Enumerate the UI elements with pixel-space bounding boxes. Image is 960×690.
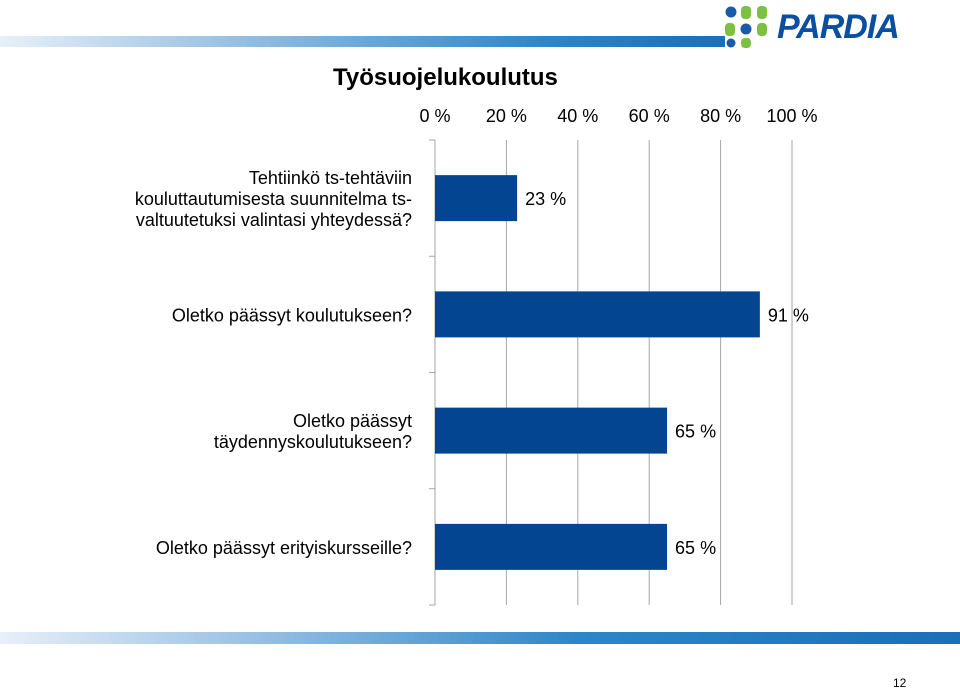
bar bbox=[435, 175, 518, 222]
chart-title: Työsuojelukoulutus bbox=[333, 64, 558, 91]
category-label: valtuutetuksi valintasi yhteydessä? bbox=[136, 210, 412, 230]
category-label: Tehtiinkö ts-tehtäviin bbox=[249, 168, 412, 188]
data-label: 65 % bbox=[675, 538, 716, 558]
category-label: täydennyskoulutukseen? bbox=[214, 432, 412, 452]
bar bbox=[435, 291, 760, 338]
x-tick-label: 80 % bbox=[700, 106, 741, 126]
category-label: Oletko päässyt koulutukseen? bbox=[172, 305, 412, 325]
x-tick-label: 40 % bbox=[557, 106, 598, 126]
category-label: Oletko päässyt bbox=[293, 411, 412, 431]
pardia-logo: PARDIA bbox=[721, 3, 921, 49]
x-tick-label: 0 % bbox=[419, 106, 450, 126]
header-band bbox=[0, 36, 725, 47]
footer-band bbox=[0, 632, 960, 644]
data-label: 65 % bbox=[675, 422, 716, 442]
data-label: 23 % bbox=[525, 189, 566, 209]
data-label: 91 % bbox=[768, 305, 809, 325]
x-tick-label: 20 % bbox=[486, 106, 527, 126]
x-tick-label: 100 % bbox=[766, 106, 817, 126]
bar bbox=[435, 523, 668, 570]
logo-text: PARDIA bbox=[777, 8, 900, 46]
x-tick-label: 60 % bbox=[629, 106, 670, 126]
page-number: 12 bbox=[893, 676, 907, 690]
bar bbox=[435, 407, 668, 454]
category-label: Oletko päässyt erityiskursseille? bbox=[156, 538, 412, 558]
category-label: kouluttautumisesta suunnitelma ts- bbox=[135, 189, 412, 209]
pardia-logo-icon bbox=[725, 6, 767, 48]
